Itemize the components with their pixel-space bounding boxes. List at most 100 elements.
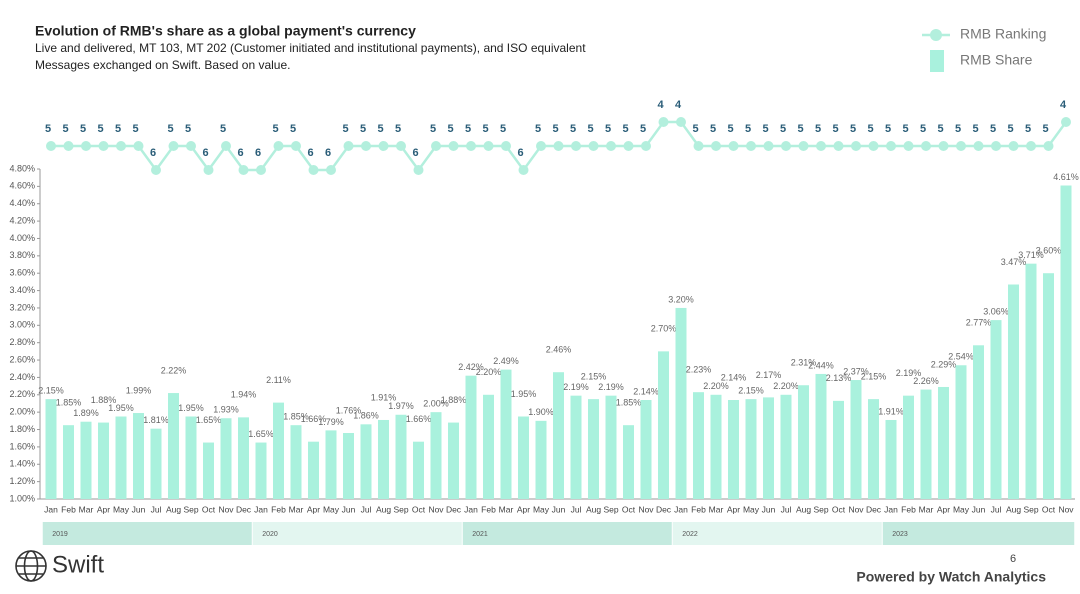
value-label: 4.61%	[1053, 172, 1079, 182]
brand: Swift	[52, 551, 104, 578]
x-tick-label: Nov	[428, 504, 444, 514]
value-label: 1.97%	[388, 401, 414, 411]
value-label: 1.91%	[878, 406, 904, 416]
x-tick-label: Aug	[1006, 504, 1021, 514]
ranking-point	[658, 117, 669, 127]
value-label: 2.13%	[826, 373, 852, 383]
bar	[780, 394, 792, 499]
bar	[640, 400, 652, 499]
ranking-label: 5	[710, 123, 716, 135]
ranking-point	[63, 141, 74, 151]
legend-label: RMB Share	[960, 52, 1033, 68]
y-tick-label: 2.00%	[9, 407, 35, 417]
bar	[395, 414, 407, 499]
ranking-point	[781, 141, 791, 151]
ranking-label: 5	[80, 123, 86, 135]
ranking-label: 5	[1025, 123, 1031, 135]
value-label: 1.66%	[301, 414, 327, 424]
ranking-point	[483, 141, 494, 151]
x-tick-label: Aug	[376, 504, 391, 514]
value-label: 1.93%	[213, 405, 239, 415]
ranking-label: 6	[237, 147, 243, 159]
bar	[378, 419, 389, 499]
swift-logo	[15, 550, 47, 582]
bar	[203, 442, 214, 499]
ranking-point	[921, 141, 931, 151]
ranking-point	[746, 141, 756, 151]
bar	[220, 418, 232, 499]
x-tick-label: Apr	[937, 504, 950, 514]
bar	[430, 412, 442, 499]
bar	[238, 417, 249, 499]
bar	[1025, 263, 1037, 499]
ranking-point	[536, 141, 546, 151]
bar	[938, 386, 949, 499]
ranking-label: 5	[605, 123, 611, 135]
value-label: 2.15%	[581, 372, 607, 382]
bar	[535, 420, 547, 499]
ranking-label: 6	[517, 147, 523, 159]
ranking-label: 5	[447, 123, 453, 135]
ranking-point	[361, 141, 371, 151]
value-label: 2.14%	[721, 372, 747, 382]
ranking-point	[728, 141, 739, 151]
value-label: 3.47%	[1001, 257, 1027, 267]
ranking-point	[868, 141, 879, 151]
ranking-label: 5	[482, 123, 488, 135]
bar	[920, 389, 932, 499]
value-label: 2.19%	[598, 382, 624, 392]
bar	[605, 395, 617, 499]
ranking-point	[711, 141, 721, 151]
x-tick-label: May	[533, 504, 550, 514]
y-tick-label: 3.60%	[9, 268, 35, 278]
bar	[1043, 273, 1054, 499]
legend-label: RMB Ranking	[960, 26, 1046, 42]
x-tick-label: Feb	[481, 504, 496, 514]
x-tick-label: Nov	[218, 504, 234, 514]
value-label: 2.49%	[493, 356, 519, 366]
ranking-label: 5	[832, 123, 838, 135]
ranking-point	[396, 141, 406, 151]
value-label: 1.95%	[108, 403, 134, 413]
value-label: 1.88%	[91, 395, 117, 405]
x-tick-label: Jun	[132, 504, 146, 514]
bar	[885, 419, 897, 499]
ranking-point	[98, 141, 109, 151]
ranking-point	[851, 141, 861, 151]
ranking-label: 4	[657, 99, 664, 111]
y-tick-label: 2.60%	[9, 354, 35, 364]
ranking-label: 5	[640, 123, 646, 135]
ranking-label: 5	[1007, 123, 1013, 135]
value-label: 1.88%	[441, 395, 467, 405]
y-tick-label: 4.00%	[9, 233, 35, 243]
value-label: 3.06%	[983, 306, 1009, 316]
x-tick-label: Aug	[586, 504, 601, 514]
bar	[325, 430, 337, 499]
ranking-label: 5	[360, 123, 366, 135]
x-tick-label: May	[323, 504, 340, 514]
bar	[763, 397, 774, 499]
bar	[815, 373, 827, 499]
x-tick-label: Jan	[674, 504, 688, 514]
x-tick-label: Apr	[517, 504, 530, 514]
bar	[658, 351, 669, 499]
y-tick-label: 3.00%	[9, 320, 35, 330]
x-tick-label: Apr	[97, 504, 110, 514]
bar	[360, 424, 372, 499]
value-label: 2.14%	[633, 386, 659, 396]
ranking-label: 5	[167, 123, 173, 135]
x-tick-label: Dec	[446, 504, 462, 514]
x-tick-label: Feb	[61, 504, 76, 514]
bar	[343, 433, 354, 499]
ranking-point	[378, 141, 389, 151]
x-tick-label: Jul	[571, 504, 582, 514]
year-band	[882, 522, 1075, 545]
value-label: 1.66%	[406, 414, 432, 424]
bar	[255, 442, 267, 499]
x-tick-label: Sep	[393, 504, 408, 514]
value-label: 1.76%	[336, 405, 362, 415]
ranking-label: 5	[990, 123, 996, 135]
ranking-point	[238, 165, 249, 175]
year-band	[42, 522, 252, 545]
year-label: 2021	[472, 531, 488, 538]
